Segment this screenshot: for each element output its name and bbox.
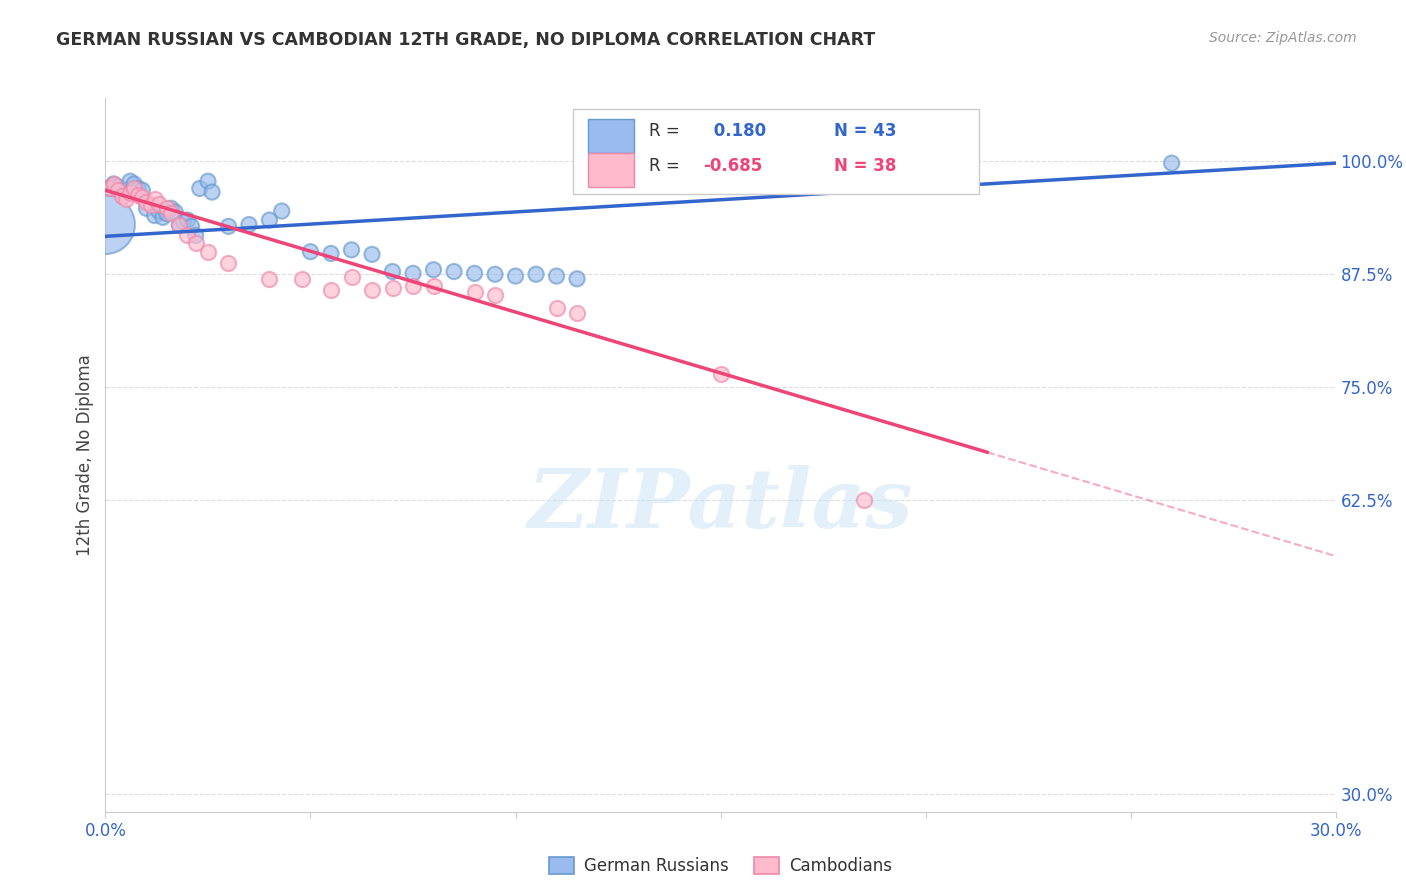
Point (122, 181, 145, 195)
Point (103, 177, 125, 191)
Point (197, 244, 219, 259)
Point (143, 209, 166, 223)
Point (319, 283, 342, 297)
Point (156, 207, 179, 221)
Point (259, 213, 281, 227)
Point (484, 288, 506, 302)
Point (94, 218, 117, 232)
Point (180, 219, 202, 234)
FancyBboxPatch shape (588, 153, 634, 187)
Point (115, 183, 138, 197)
Text: R =: R = (650, 157, 685, 176)
Text: R =: R = (650, 121, 685, 140)
Point (381, 281, 404, 295)
Point (361, 247, 384, 261)
FancyBboxPatch shape (574, 109, 979, 194)
Point (152, 211, 174, 225)
Point (127, 187, 149, 202)
Point (160, 202, 183, 216)
Point (546, 268, 568, 283)
Point (1160, 156, 1182, 170)
Point (524, 267, 547, 281)
Point (361, 283, 384, 297)
Point (120, 174, 141, 188)
Point (115, 192, 138, 206)
Point (131, 183, 153, 197)
Point (319, 246, 342, 260)
Point (546, 301, 568, 315)
Point (484, 267, 506, 281)
Text: N = 43: N = 43 (834, 121, 896, 140)
Point (218, 219, 240, 234)
Point (131, 190, 153, 204)
Point (402, 279, 425, 293)
Point (172, 215, 194, 229)
Point (160, 206, 183, 220)
Point (156, 202, 179, 216)
Point (107, 179, 129, 194)
Point (188, 181, 211, 195)
Text: 0.180: 0.180 (709, 121, 766, 140)
Point (120, 186, 141, 200)
Point (148, 204, 170, 219)
FancyBboxPatch shape (588, 119, 634, 153)
Point (127, 181, 149, 195)
Point (853, 493, 876, 508)
Point (259, 272, 281, 286)
Point (143, 192, 166, 206)
Point (98, 181, 121, 195)
Text: ZIPatlas: ZIPatlas (527, 465, 914, 545)
Point (505, 268, 527, 283)
Point (103, 177, 125, 191)
Point (107, 183, 129, 197)
Point (464, 285, 486, 300)
Point (270, 204, 292, 219)
Text: Source: ZipAtlas.com: Source: ZipAtlas.com (1209, 31, 1357, 45)
Point (340, 270, 363, 285)
Point (111, 188, 134, 202)
Point (98, 181, 121, 195)
Point (565, 306, 588, 320)
Point (218, 255, 240, 269)
Point (422, 279, 444, 293)
Point (381, 264, 404, 278)
Point (176, 213, 198, 227)
Point (184, 235, 207, 250)
Point (422, 262, 444, 277)
Point (710, 367, 733, 381)
Text: N = 38: N = 38 (834, 157, 896, 176)
Point (184, 228, 207, 243)
Point (135, 194, 157, 209)
Y-axis label: 12th Grade, No Diploma: 12th Grade, No Diploma (76, 354, 94, 556)
Point (139, 197, 162, 211)
Point (565, 272, 588, 286)
Point (165, 205, 187, 219)
Text: -0.685: -0.685 (703, 157, 762, 176)
Point (176, 228, 198, 243)
Point (464, 266, 486, 280)
Point (443, 264, 465, 278)
Text: GERMAN RUSSIAN VS CAMBODIAN 12TH GRADE, NO DIPLOMA CORRELATION CHART: GERMAN RUSSIAN VS CAMBODIAN 12TH GRADE, … (56, 31, 876, 49)
Legend: German Russians, Cambodians: German Russians, Cambodians (543, 850, 898, 882)
Point (122, 177, 145, 191)
Point (291, 272, 314, 286)
Point (299, 244, 322, 259)
Point (169, 218, 191, 232)
Point (402, 266, 425, 280)
Point (197, 174, 219, 188)
Point (238, 218, 260, 232)
Point (340, 243, 363, 257)
Point (201, 185, 224, 199)
Point (169, 218, 191, 232)
Point (135, 202, 157, 216)
Point (148, 196, 170, 211)
